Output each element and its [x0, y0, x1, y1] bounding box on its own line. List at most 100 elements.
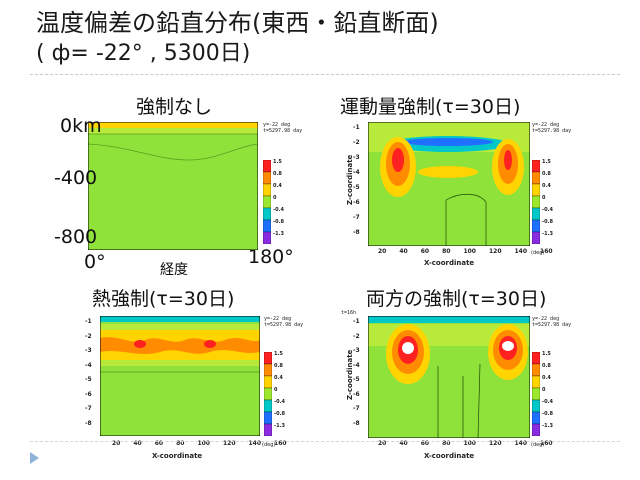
colorbar-swatch [532, 387, 540, 401]
slide-title: 温度偏差の鉛直分布(東西・鉛直断面) [36, 9, 439, 37]
colorbar-label: 0.4 [274, 375, 283, 381]
panel-2-colorbar-labels: 1.5 0.8 0.4 0 -0.4 -0.8 -1.3 [542, 159, 553, 243]
panel-4-colorbar [532, 352, 540, 436]
x-tick: 40 [133, 440, 142, 447]
colorbar-swatch [263, 195, 271, 209]
colorbar-label: 0.8 [274, 363, 283, 369]
z-tick: -8 [353, 229, 360, 236]
panel-1-colorbar [263, 160, 271, 244]
panel-2-title: 運動量強制(τ=30日) [340, 96, 521, 118]
panel-4-info: y=-22 deg t=5297.98 day [532, 316, 571, 328]
z-top-label: 0km [60, 115, 102, 137]
colorbar-label: 0.4 [273, 183, 282, 189]
colorbar-label: -1.3 [542, 231, 553, 237]
z-tick: -1 [85, 318, 92, 325]
panel-2-plot [368, 122, 530, 246]
x-tick: 80 [442, 440, 451, 447]
panel-4-title: 両方の強制(τ=30日) [366, 288, 547, 310]
panel-4-heatmap [368, 316, 530, 438]
x-tick: 20 [378, 248, 387, 255]
x-tick: 60 [420, 440, 430, 447]
panel-2-colorbar-swatches [532, 160, 540, 244]
panel-3-info: y=-22 deg t=5297.98 day [264, 316, 303, 328]
z-tick: -8 [85, 419, 92, 427]
colorbar-label: 0.8 [542, 363, 551, 369]
z-tick: -1 [353, 124, 360, 131]
footer-divider [30, 441, 620, 442]
panel-3-colorbar-labels: 1.5 0.8 0.4 0 -0.4 -0.8 -1.3 [274, 351, 285, 435]
colorbar-swatch [532, 195, 540, 209]
x-right-label: 180° [248, 246, 294, 268]
panel-3-xticks: 20 40 60 80 100 120 140 160 [112, 440, 287, 447]
x-tick: 60 [420, 248, 430, 255]
panel-2-heatmap [368, 122, 530, 246]
colorbar-label: 1.5 [542, 351, 551, 357]
z-tick: -8 [353, 419, 360, 427]
colorbar-swatch [263, 160, 271, 173]
colorbar-label: 0.4 [542, 375, 551, 381]
colorbar-swatch [264, 363, 272, 377]
colorbar-swatch [532, 423, 540, 436]
colorbar-label: 0 [542, 387, 546, 393]
x-tick: 100 [463, 248, 476, 255]
panel-1-colorbar-swatches [263, 160, 271, 244]
x-tick: 140 [514, 248, 528, 255]
colorbar-swatch [532, 160, 540, 173]
panel-3-info-text: y=-22 deg t=5297.98 day [264, 316, 304, 328]
x-tick: 80 [442, 248, 451, 255]
colorbar-label: 1.5 [542, 159, 551, 165]
colorbar-swatch [263, 183, 271, 197]
z-tick: -5 [85, 376, 92, 383]
x-tick: 120 [488, 440, 502, 447]
colorbar-swatch [264, 423, 272, 436]
x-tick: 160 [540, 440, 553, 447]
z-tick: -6 [85, 390, 92, 398]
x-tick: 100 [197, 440, 210, 447]
z-tick: -2 [353, 332, 360, 340]
panel-1-heatmap [88, 122, 258, 250]
panel-4-colorbar-swatches [532, 352, 540, 436]
colorbar-label: -0.4 [274, 399, 285, 405]
colorbar-label: 0.8 [273, 171, 282, 177]
panel-1-title: 強制なし [136, 96, 213, 118]
x-tick: 120 [222, 440, 236, 447]
colorbar-swatch [532, 411, 540, 425]
colorbar-label: -0.8 [542, 411, 553, 417]
colorbar-swatch [532, 399, 540, 413]
z-tick: -1 [353, 318, 360, 325]
panel-2-colorbar [532, 160, 540, 244]
colorbar-label: -0.8 [274, 411, 285, 417]
z-tick: -6 [353, 390, 360, 398]
colorbar-swatch [532, 363, 540, 377]
panel-4-info-text: y=-22 deg t=5297.98 day [532, 316, 572, 328]
z-tick: -4 [85, 361, 92, 369]
colorbar-label: -0.4 [273, 207, 284, 213]
x-tick: 140 [248, 440, 262, 447]
colorbar-swatch [532, 231, 540, 244]
colorbar-swatch [532, 219, 540, 233]
colorbar-swatch [264, 387, 272, 401]
colorbar-label: 1.5 [274, 351, 283, 357]
colorbar-swatch [264, 399, 272, 413]
panel-4-deg: (deg) [531, 442, 545, 448]
z-tick: -7 [85, 405, 92, 412]
panel-3-zticks: -1 -2 -3 -4 -5 -6 -7 -8 [85, 318, 92, 434]
z-tick: -7 [353, 405, 360, 412]
colorbar-label: 0.8 [542, 171, 551, 177]
panel-1-colorbar-labels: 1.5 0.8 0.4 0 -0.4 -0.8 -1.3 [273, 159, 284, 243]
panel-3-heatmap [100, 316, 260, 436]
z-tick: -4 [353, 169, 360, 176]
colorbar-swatch [263, 219, 271, 233]
panel-2-zticks: -1 -2 -3 -4 -5 -6 -7 -8 [353, 124, 360, 244]
panel-2-deg: (deg) [531, 250, 545, 256]
colorbar-swatch [263, 231, 271, 244]
z-tick: -3 [353, 347, 360, 354]
x-left-label: 0° [84, 251, 106, 273]
panel-3-title: 熱強制(τ=30日) [92, 288, 235, 310]
x-tick: 140 [514, 440, 528, 447]
colorbar-swatch [532, 171, 540, 185]
next-slide-arrow-icon[interactable] [30, 452, 39, 464]
colorbar-label: -0.8 [542, 219, 553, 225]
colorbar-label: 0 [274, 387, 278, 393]
panel-4-xlabel: X-coordinate [424, 452, 475, 460]
